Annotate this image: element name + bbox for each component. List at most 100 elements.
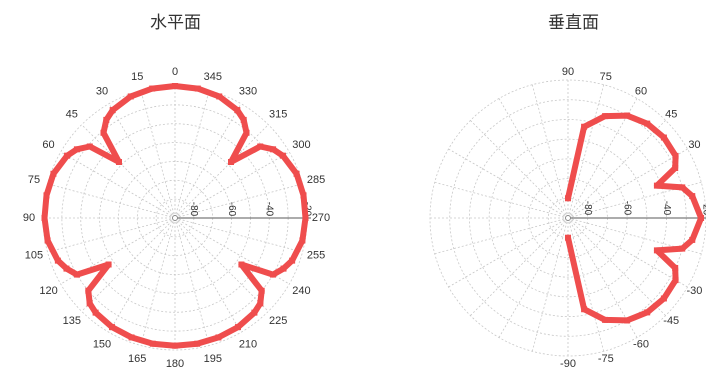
data-point [234, 107, 241, 114]
angle-tick-label: 30 [688, 139, 700, 151]
angle-tick-label: 135 [63, 315, 81, 327]
angle-tick-label: 255 [307, 250, 325, 262]
data-point [269, 271, 276, 278]
grid-spoke [567, 217, 605, 352]
data-point [194, 85, 201, 92]
data-point [41, 215, 48, 221]
grid-spoke [81, 124, 176, 219]
data-point [43, 192, 50, 199]
angle-tick-label: 75 [600, 71, 612, 83]
angle-tick-label: 90 [562, 66, 574, 78]
polar-chart-1: 90 75 60 45 30 -30 -45 -60 -75 -90 -80 -60 -40 -20 [429, 66, 706, 367]
grid-spoke [434, 217, 569, 255]
angle-tick-label: 105 [25, 250, 43, 262]
radial-tick-label: -80 [188, 202, 199, 217]
data-point [243, 129, 250, 136]
data-point [44, 237, 51, 244]
data-point [689, 236, 696, 243]
data-point [565, 234, 571, 241]
grid-spoke [567, 98, 638, 219]
grid-spoke [174, 217, 242, 333]
grid-spoke [81, 217, 176, 312]
grid-spoke [448, 217, 569, 288]
data-point [86, 300, 93, 307]
data-point [64, 152, 71, 159]
grid-spoke [567, 217, 688, 288]
angle-tick-label: 285 [307, 174, 325, 186]
data-point [679, 245, 686, 252]
radial-tick-label: -60 [226, 202, 237, 217]
angle-tick-label: 0 [172, 66, 178, 78]
grid-spoke [567, 120, 666, 219]
angle-tick-label: 315 [269, 109, 287, 121]
data-point [85, 287, 92, 294]
data-point [109, 324, 116, 331]
data-point [172, 342, 178, 349]
angle-tick-label: 90 [23, 212, 35, 224]
data-point [194, 340, 201, 347]
center-marker [565, 215, 571, 221]
grid-spoke [174, 183, 303, 219]
angle-tick-label: -60 [633, 338, 649, 350]
data-point [109, 107, 116, 114]
data-point [103, 116, 110, 123]
grid-spoke [567, 217, 666, 316]
angle-tick-label: 225 [269, 315, 287, 327]
angle-tick-label: 45 [66, 109, 78, 121]
angle-tick-label: 60 [635, 85, 647, 97]
angle-tick-label: 150 [93, 338, 111, 350]
grid-spoke [567, 217, 702, 255]
data-point [92, 309, 99, 316]
grid-spoke [531, 217, 569, 352]
data-point [581, 123, 588, 130]
chart-title-horizontal: 水平面 [150, 13, 201, 33]
data-point [624, 112, 631, 119]
data-point [602, 316, 609, 323]
data-point [228, 158, 235, 165]
angle-tick-label: 330 [239, 85, 257, 97]
data-point [302, 215, 309, 221]
angle-tick-label: 240 [292, 285, 310, 297]
angle-tick-label: 345 [204, 71, 222, 83]
data-point [581, 306, 588, 313]
data-point [50, 170, 57, 177]
grid-spoke [60, 151, 176, 219]
data-point [644, 309, 651, 316]
data-point [624, 317, 631, 324]
data-point [660, 134, 667, 141]
grid-spoke [470, 120, 569, 219]
data-point [216, 93, 223, 100]
data-point [672, 165, 679, 172]
grid-spoke [174, 90, 210, 219]
data-point [653, 247, 660, 254]
angle-tick-label: 270 [312, 212, 330, 224]
angle-tick-label: 300 [292, 139, 310, 151]
angle-tick-label: -75 [598, 353, 614, 365]
data-point [565, 195, 571, 202]
data-point [73, 146, 80, 153]
grid-spoke [47, 217, 176, 253]
data-point [672, 152, 679, 159]
grid-spoke [531, 84, 569, 219]
angle-tick-label: -30 [686, 285, 702, 297]
data-point [679, 184, 686, 191]
grid-spoke [498, 217, 569, 338]
grid-spoke [567, 84, 605, 219]
data-point [74, 271, 81, 278]
data-point [300, 192, 307, 199]
angle-tick-label: 45 [665, 109, 677, 121]
data-point [293, 170, 300, 177]
data-point [258, 287, 265, 294]
data-point [149, 340, 156, 347]
grid-spoke [567, 148, 688, 219]
radial-tick-label: -20 [700, 201, 706, 216]
data-point [279, 152, 286, 159]
data-point [63, 265, 70, 272]
radial-tick-label: -80 [582, 201, 593, 216]
data-point [698, 215, 705, 221]
data-point [660, 295, 667, 302]
grid-spoke [174, 124, 269, 219]
grid-spoke [174, 217, 210, 346]
data-point [115, 158, 122, 165]
